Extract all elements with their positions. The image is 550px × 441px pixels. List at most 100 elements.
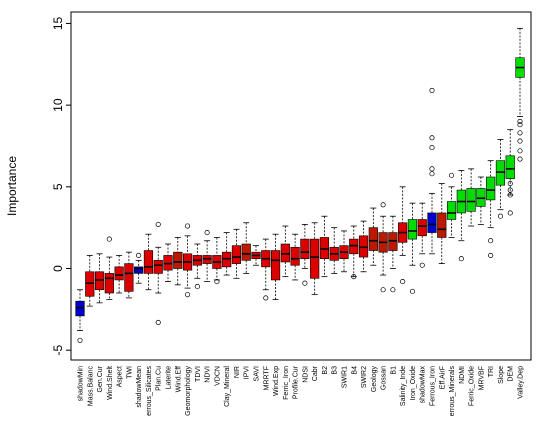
outlier-point [429,87,435,93]
box-42 [486,160,496,258]
box-31 [378,202,388,293]
x-tick-label: Plan.Cu [156,366,163,391]
outlier-point [458,256,464,262]
x-tick-label: SWIR2 [361,366,368,388]
box-6 [134,252,144,284]
box-body [173,251,183,269]
box-0 [75,289,85,343]
x-tick-label: Valley.Dep [518,366,525,399]
x-tick-label: Ferrous_Iron [430,366,437,406]
box-body [270,250,281,281]
box-body [427,212,437,233]
x-tick-label: IPVI [244,366,251,379]
box-body [505,155,515,179]
x-tick-label: SWIR1 [342,366,349,388]
outlier-point [497,213,503,219]
box-44 [505,129,515,216]
outlier-point [507,180,513,187]
x-tick-label: Aspect [117,366,124,387]
outlier-point [517,148,523,154]
x-tick-label: shadowMin [78,366,85,402]
outlier-point [429,145,435,151]
x-tick-label: Geology [371,366,378,393]
box-15 [222,232,232,276]
box-body [407,219,418,240]
x-tick-label: MRRTF [263,366,270,390]
outlier-point [507,192,513,198]
box-5 [124,251,134,299]
box-body [417,219,427,237]
box-body [446,201,457,220]
box-1 [85,255,95,307]
outlier-point [380,287,386,293]
box-38 [446,172,457,238]
box-36 [427,87,437,255]
box-body [368,227,378,251]
box-body [163,255,173,271]
x-tick-label: Ferric_Iron [283,366,290,400]
y-tick-label: 10 [51,98,65,112]
box-4 [114,255,124,294]
box-body [476,188,486,207]
x-tick-label: DEM [508,366,515,382]
box-19 [261,238,271,301]
box-body [143,250,154,274]
x-tick-label: Wind.Eff [175,366,182,392]
box-body [388,232,398,251]
x-tick-label: Profile.Cur [293,365,300,399]
outlier-point [155,221,161,227]
box-body [290,246,300,266]
box-7 [143,233,154,291]
x-tick-label: Eff.AirF [439,366,446,389]
y-tick-label: 5 [51,183,65,190]
y-axis: -5 0 5 10 15 [51,16,71,356]
x-tick-label: errous_Silicates [146,366,153,416]
box-25 [319,215,330,278]
box-9 [163,243,173,282]
x-tick-label: Ferric_Oxide [469,366,476,406]
box-43 [495,139,506,219]
x-tick-label: Slope [498,366,505,384]
box-24 [310,222,320,296]
box-body [134,266,144,274]
x-tick-label: Geomorphology [185,366,192,416]
x-tick-label: B2 [322,366,329,375]
x-tick-label: NDVI [205,366,212,383]
outlier-point [204,230,210,236]
x-tick-label: Wind.Shelt [107,366,114,400]
outlier-point [429,166,435,172]
box-17 [241,222,251,274]
box-28 [349,225,359,280]
box-14 [212,237,222,285]
box-body [231,245,242,264]
outlier-point [390,287,396,293]
x-tick-label: NDSI [302,366,309,383]
outlier-point [429,171,435,177]
outlier-point [429,135,435,141]
box-body [280,243,290,263]
x-tick-label: shadowMax [420,366,427,404]
outlier-point [517,156,523,162]
x-tick-label: shadowMean [136,366,143,408]
box-30 [368,207,378,266]
box-body [114,266,124,281]
x-tick-label: VDCN [214,366,221,386]
box-11 [182,223,193,298]
box-23 [300,223,310,286]
box-39 [456,170,466,262]
x-tick-label: Salinity_Inde [400,366,407,406]
outlier-point [409,288,415,294]
box-35 [417,202,427,268]
x-tick-label: Iron_Oxide [410,366,417,400]
box-21 [280,225,290,278]
y-tick-label: 0 [51,265,65,272]
outlier-point [488,252,494,258]
x-tick-label: TDVI [195,366,202,382]
outlier-point [185,223,191,229]
x-tick-label: NDMI [459,366,466,384]
box-29 [358,220,369,273]
x-tick-label: Clay_Mineral [224,366,231,407]
outlier-point [263,295,269,301]
x-tick-label: Cabr [312,365,319,381]
y-tick-label: 15 [51,16,65,30]
